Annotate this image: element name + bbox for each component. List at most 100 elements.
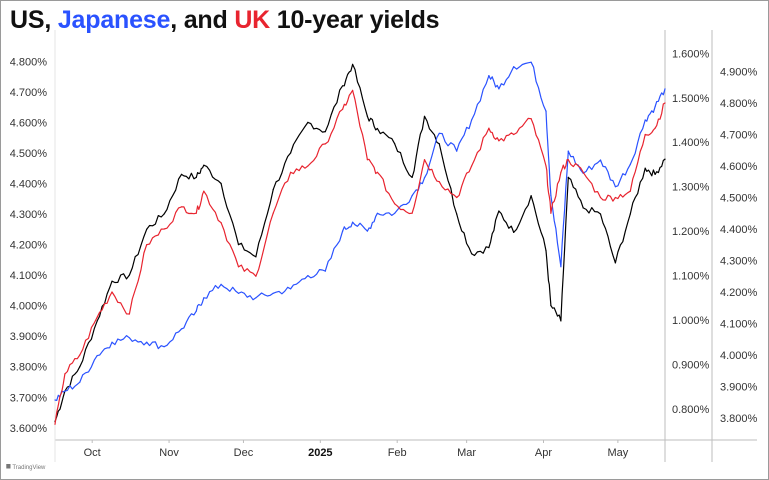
data-point-uk [438, 181, 440, 183]
data-point-us [550, 305, 552, 307]
data-point-japanese [146, 341, 148, 343]
data-point-japanese [272, 292, 274, 294]
us-axis-tick-label: 4.400% [10, 179, 48, 191]
data-point-japanese [411, 195, 413, 197]
data-point-japanese [79, 381, 81, 383]
data-point-japanese [203, 297, 205, 299]
title-uk: UK [234, 6, 271, 34]
series-line-uk [54, 89, 666, 425]
data-point-us [272, 189, 274, 191]
data-point-uk [366, 159, 368, 161]
data-point-us [352, 63, 354, 65]
uk-axis-tick-label: 4.900% [720, 66, 758, 78]
series-group [54, 61, 666, 425]
data-point-uk [342, 108, 344, 110]
data-point-uk [96, 316, 98, 318]
japan-axis-tick-label: 1.600% [672, 48, 710, 60]
uk-axis-tick-label: 4.600% [720, 161, 758, 173]
data-point-japanese [614, 186, 617, 188]
data-point-japanese [255, 297, 257, 299]
data-point-japanese [567, 150, 569, 152]
data-point-japanese [629, 163, 631, 165]
axes-group: 3.600% 3.700% 3.800% 3.900% 4.000% 4.100% 4.20… [10, 30, 758, 462]
data-point-uk [54, 423, 56, 425]
data-point-uk [582, 171, 584, 173]
data-point-uk [290, 171, 292, 173]
data-point-uk [255, 275, 257, 277]
data-point-japanese [307, 275, 309, 277]
data-point-us [79, 366, 81, 368]
data-point-us [560, 320, 562, 322]
data-point-japanese [180, 328, 183, 330]
uk-axis-tick-label: 4.200% [720, 287, 758, 299]
data-point-uk [599, 196, 602, 199]
x-tick-label: Oct [84, 447, 101, 459]
uk-axis-tick-label: 4.000% [720, 350, 758, 362]
data-point-japanese [664, 88, 666, 90]
data-point-us [582, 207, 584, 209]
x-tick-label: May [607, 447, 628, 459]
data-point-us [342, 85, 344, 87]
data-point-uk [614, 196, 617, 199]
data-point-us [654, 173, 656, 175]
x-tick-label: Apr [535, 447, 552, 459]
data-point-japanese [530, 61, 532, 63]
data-point-uk [498, 140, 500, 142]
data-point-japanese [438, 132, 440, 134]
us-axis-tick-label: 4.700% [10, 87, 48, 99]
data-point-uk [423, 159, 426, 161]
uk-axis-tick-label: 3.800% [720, 413, 758, 425]
data-point-us [307, 121, 309, 123]
tradingview-watermark: ⯀ TradingView [6, 465, 45, 472]
data-point-uk [560, 171, 562, 173]
data-point-uk [394, 203, 396, 205]
data-point-japanese [290, 288, 292, 290]
data-point-japanese [96, 355, 98, 357]
data-point-us [180, 173, 183, 175]
data-point-japanese [456, 150, 458, 152]
data-point-us [513, 231, 515, 233]
uk-axis-tick-label: 4.700% [720, 129, 758, 141]
data-point-us [498, 210, 500, 212]
data-point-japanese [237, 292, 240, 294]
data-point-us [237, 244, 240, 246]
data-point-uk [644, 133, 646, 136]
data-point-japanese [366, 230, 368, 232]
data-point-japanese [545, 110, 547, 112]
data-point-uk [530, 118, 532, 120]
data-point-japanese [220, 283, 222, 285]
x-tick-label: Dec [234, 447, 254, 459]
data-point-us [394, 143, 396, 145]
data-point-japanese [394, 212, 396, 214]
us-axis-tick-label: 4.500% [10, 148, 48, 160]
data-point-uk [79, 354, 81, 356]
japan-axis-tick-label: 1.400% [672, 137, 710, 149]
japan-axis-tick-label: 1.000% [672, 315, 710, 327]
watermark-text: TradingView [12, 465, 46, 471]
x-tick-label: Mar [457, 447, 476, 459]
data-point-uk [545, 165, 547, 167]
data-point-us [366, 115, 368, 117]
us-axis-tick-label: 3.600% [10, 423, 48, 435]
data-point-uk [220, 222, 222, 224]
data-point-uk [664, 102, 666, 104]
uk-axis-tick-label: 4.400% [720, 224, 758, 236]
uk-axis-tick-label: 3.900% [720, 381, 758, 393]
data-point-uk [128, 313, 130, 315]
data-point-us [220, 182, 222, 185]
data-point-uk [456, 196, 458, 199]
us-axis-tick-label: 4.100% [10, 270, 48, 282]
data-point-japanese [599, 159, 602, 161]
data-point-uk [324, 143, 326, 145]
us-axis-tick-label: 4.600% [10, 117, 48, 129]
data-point-us [438, 143, 440, 145]
data-point-japanese [644, 119, 646, 121]
chart-title: US, Japanese, and UK 10-year yields [10, 6, 440, 35]
data-point-uk [376, 171, 378, 173]
data-point-uk [237, 266, 240, 268]
data-point-uk [111, 291, 113, 293]
data-point-uk [654, 127, 656, 129]
data-point-us [255, 256, 257, 258]
